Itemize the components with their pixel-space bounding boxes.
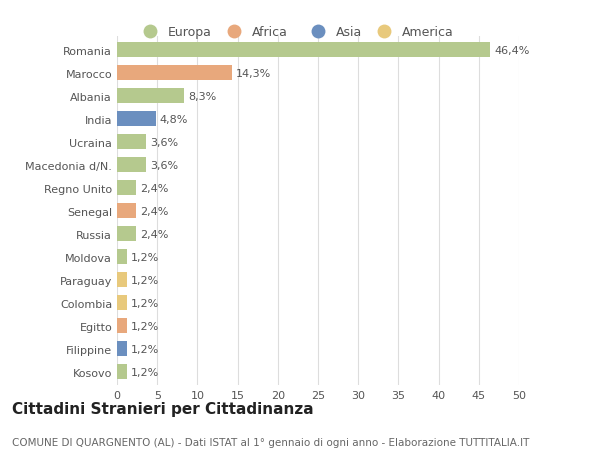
Text: Asia: Asia: [336, 26, 362, 39]
Bar: [117, 158, 146, 173]
Text: Cittadini Stranieri per Cittadinanza: Cittadini Stranieri per Cittadinanza: [12, 401, 314, 416]
Text: 4,8%: 4,8%: [160, 114, 188, 124]
Text: 1,2%: 1,2%: [131, 298, 159, 308]
Text: 46,4%: 46,4%: [494, 45, 529, 56]
Text: Europa: Europa: [168, 26, 212, 39]
Text: 1,2%: 1,2%: [131, 367, 159, 377]
Bar: [117, 89, 184, 104]
Text: 8,3%: 8,3%: [188, 91, 216, 101]
Text: 3,6%: 3,6%: [150, 137, 178, 147]
Bar: [117, 273, 127, 287]
Bar: [117, 296, 127, 310]
Bar: [117, 181, 136, 196]
Text: America: America: [402, 26, 454, 39]
Text: 14,3%: 14,3%: [236, 68, 271, 78]
Bar: [117, 250, 127, 264]
Bar: [117, 227, 136, 241]
Text: 1,2%: 1,2%: [131, 252, 159, 262]
Text: 3,6%: 3,6%: [150, 160, 178, 170]
Text: 2,4%: 2,4%: [140, 183, 169, 193]
Text: 1,2%: 1,2%: [131, 344, 159, 354]
Text: 2,4%: 2,4%: [140, 206, 169, 216]
Bar: [117, 43, 490, 58]
Bar: [117, 319, 127, 333]
Bar: [117, 112, 155, 127]
Text: Africa: Africa: [252, 26, 288, 39]
Text: 1,2%: 1,2%: [131, 321, 159, 331]
Bar: [117, 204, 136, 218]
Text: 2,4%: 2,4%: [140, 229, 169, 239]
Text: 1,2%: 1,2%: [131, 275, 159, 285]
Bar: [117, 66, 232, 81]
Bar: [117, 341, 127, 356]
Bar: [117, 135, 146, 150]
Bar: [117, 364, 127, 379]
Text: COMUNE DI QUARGNENTO (AL) - Dati ISTAT al 1° gennaio di ogni anno - Elaborazione: COMUNE DI QUARGNENTO (AL) - Dati ISTAT a…: [12, 437, 529, 447]
